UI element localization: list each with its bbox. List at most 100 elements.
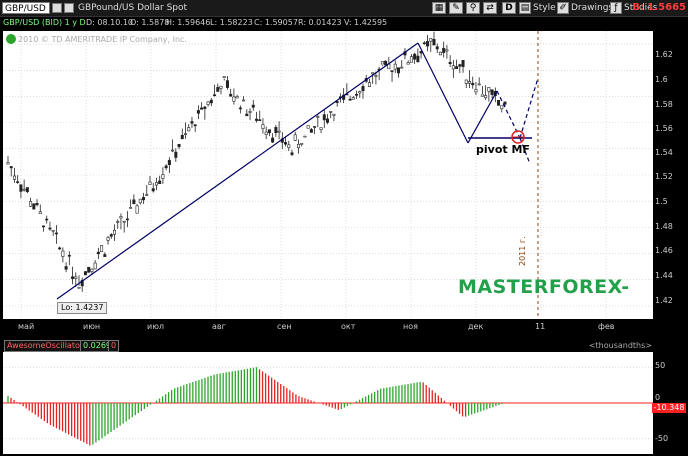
low-value: L: 1.58223 [210, 18, 253, 27]
candle-body [458, 64, 462, 67]
quote-info-bar: GBP/USD (BID) 1 y D D: 08.10.10 O: 1.587… [0, 17, 688, 29]
time-tick: авг [212, 322, 226, 331]
candle-body [477, 83, 481, 86]
candle-body [464, 79, 468, 84]
candle-body [167, 159, 171, 165]
candle-body [132, 199, 136, 205]
candle-body [106, 237, 110, 241]
price-tick: 1.54 [655, 148, 673, 157]
time-tick: 11 [535, 322, 546, 331]
candle-body [435, 46, 439, 50]
time-tick: июл [147, 322, 165, 331]
candle-body [100, 245, 104, 253]
candle-body [255, 118, 259, 121]
pencil-icon[interactable]: ✎ [449, 2, 463, 14]
candle-body [306, 125, 310, 129]
candle-body [109, 234, 113, 237]
candle-body [371, 72, 375, 75]
grid-icon[interactable]: ▦ [432, 2, 446, 14]
price-tick: 1.52 [655, 172, 673, 181]
candle-body [222, 76, 226, 79]
candle-body [158, 180, 162, 184]
candle-body [355, 94, 359, 96]
candle-body [451, 65, 455, 70]
candle-body [35, 202, 39, 206]
oscillator-name[interactable]: AwesomeOscillator [4, 340, 87, 352]
style-menu[interactable]: Style [533, 3, 556, 13]
candle-body [293, 134, 297, 141]
drawings-menu[interactable]: Drawings [571, 3, 614, 13]
candle-body [284, 142, 288, 145]
drawings-icon[interactable]: ✐ [557, 2, 569, 14]
style-icon[interactable]: ▤ [519, 2, 531, 14]
candle-body [367, 82, 371, 87]
series-label[interactable]: GBP/USD (BID) 1 y D [3, 18, 86, 27]
link-icon[interactable]: ⚲ [466, 2, 480, 14]
candle-body [45, 218, 49, 221]
candle-body [322, 114, 326, 121]
candle-body [296, 143, 300, 149]
candle-body [242, 99, 246, 102]
candle-body [500, 105, 504, 110]
osc-tick: 50 [655, 361, 666, 370]
time-tick: июн [83, 322, 101, 331]
candle-body [264, 131, 268, 135]
studies-icon[interactable]: ƒ [610, 2, 622, 14]
candle-body [125, 218, 129, 221]
candle-body [277, 130, 281, 133]
candle-body [396, 67, 400, 74]
oscillator-value: 0.0269 [80, 340, 114, 352]
candle-body [384, 60, 388, 66]
price-tick: 1.6 [655, 75, 668, 84]
price-tick: 1.48 [655, 222, 673, 231]
candle-body [129, 207, 133, 209]
candle-body [19, 184, 23, 192]
candle-body [484, 95, 488, 99]
candle-body [445, 49, 449, 52]
candle-body [219, 85, 223, 89]
candle-body [413, 53, 417, 60]
price-tick: 1.56 [655, 124, 673, 133]
time-tick: май [18, 322, 35, 331]
candle-body [184, 133, 188, 136]
candle-body [96, 251, 100, 255]
candle-body [48, 227, 52, 230]
candle-body [180, 134, 184, 140]
candle-body [203, 106, 207, 109]
candle-body [442, 47, 446, 53]
candle-body [261, 124, 265, 130]
symbol-lookup-icon[interactable] [64, 3, 74, 13]
mode-button[interactable]: D [502, 2, 516, 14]
candle-body [209, 99, 213, 104]
candle-body [171, 149, 175, 152]
price-tick: 1.58 [655, 100, 673, 109]
studies-menu[interactable]: Studies [624, 3, 658, 13]
candle-body [416, 55, 420, 63]
symbol-dropdown-icon[interactable] [52, 3, 62, 13]
date-value: D: 08.10.10 [86, 18, 134, 27]
candle-body [448, 62, 452, 64]
low-label: Lo: 1.4237 [57, 302, 108, 314]
candle-body [64, 266, 68, 270]
oscillator-current-badge: -10.348 [652, 403, 686, 413]
candle-body [135, 205, 139, 214]
candle-body [190, 121, 194, 124]
candle-body [332, 113, 336, 116]
candle-body [41, 225, 45, 228]
candle-body [245, 113, 249, 117]
candle-body [54, 232, 58, 235]
price-tick: 1.62 [655, 50, 673, 59]
symbol-input[interactable]: GBP/USD [2, 2, 50, 14]
pivot-label: pivot MF [476, 143, 530, 156]
candle-body [474, 89, 478, 93]
candle-body [12, 175, 16, 180]
candle-body [93, 262, 97, 270]
info-circle-icon[interactable] [6, 34, 16, 44]
candle-body [22, 188, 26, 191]
compare-icon[interactable]: ⇄ [483, 2, 497, 14]
candle-body [426, 41, 430, 47]
candle-body [67, 254, 71, 257]
oscillator-header: AwesomeOscillator 0.0269 0 <thousandths> [0, 339, 688, 352]
candle-body [438, 51, 442, 56]
